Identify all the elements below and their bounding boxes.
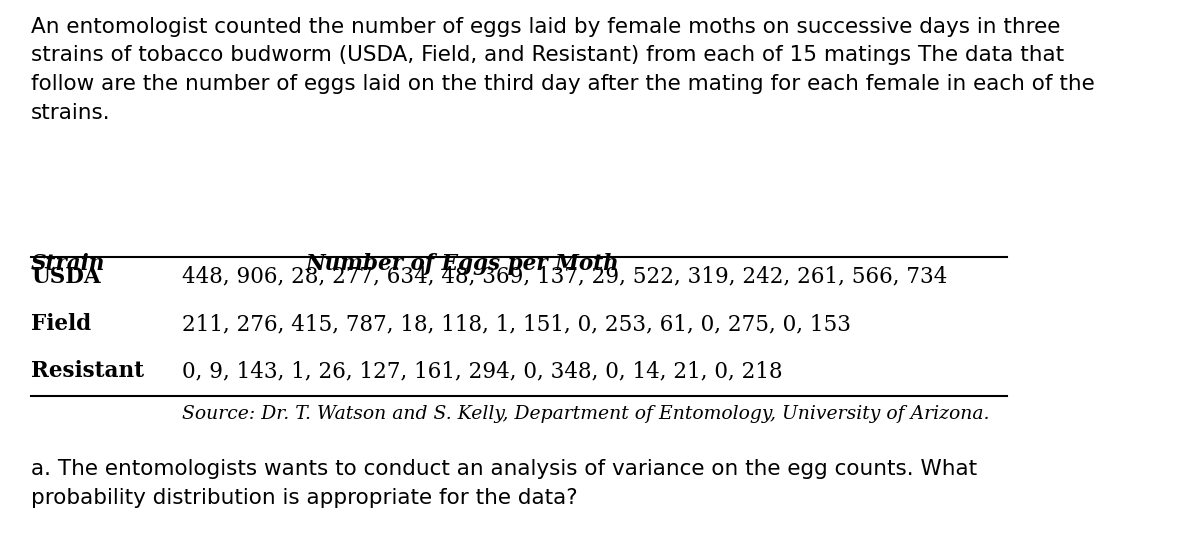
Text: Field: Field (31, 313, 91, 335)
Text: a. The entomologists wants to conduct an analysis of variance on the egg counts.: a. The entomologists wants to conduct an… (31, 459, 977, 508)
Text: Number of Eggs per Moth: Number of Eggs per Moth (305, 253, 619, 275)
Text: Resistant: Resistant (31, 360, 144, 383)
Text: USDA: USDA (31, 266, 101, 288)
Text: 0, 9, 143, 1, 26, 127, 161, 294, 0, 348, 0, 14, 21, 0, 218: 0, 9, 143, 1, 26, 127, 161, 294, 0, 348,… (181, 360, 782, 383)
Text: 211, 276, 415, 787, 18, 118, 1, 151, 0, 253, 61, 0, 275, 0, 153: 211, 276, 415, 787, 18, 118, 1, 151, 0, … (181, 313, 851, 335)
Text: Source: Dr. T. Watson and S. Kelly, Department of Entomology, University of Ariz: Source: Dr. T. Watson and S. Kelly, Depa… (181, 405, 989, 423)
Text: 448, 906, 28, 277, 634, 48, 369, 137, 29, 522, 319, 242, 261, 566, 734: 448, 906, 28, 277, 634, 48, 369, 137, 29… (181, 266, 947, 288)
Text: Strain: Strain (31, 253, 106, 275)
Text: An entomologist counted the number of eggs laid by female moths on successive da: An entomologist counted the number of eg… (31, 17, 1094, 123)
